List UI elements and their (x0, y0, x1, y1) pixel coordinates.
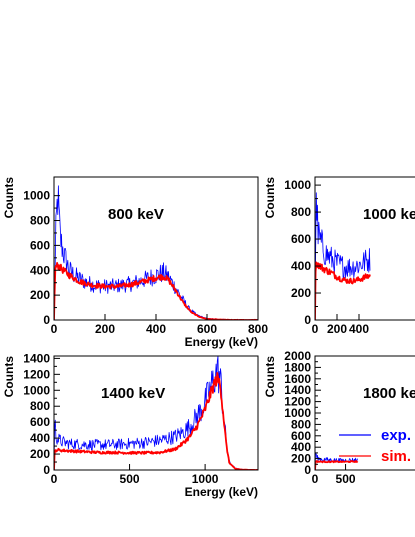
y-tick-label: 0 (43, 313, 50, 327)
y-tick-label: 600 (30, 415, 50, 429)
x-tick-label: 500 (120, 472, 140, 486)
y-tick-label: 600 (291, 429, 311, 443)
legend-label-exp: exp. (381, 427, 411, 444)
y-axis-label: Counts (2, 177, 16, 219)
x-tick-label: 200 (95, 322, 115, 336)
y-axis-label: Counts (2, 356, 16, 398)
x-tick-label: 400 (349, 322, 369, 336)
x-axis-label: Energy (keV) (185, 335, 258, 349)
y-tick-label: 800 (291, 205, 311, 219)
x-axis-label: Energy (keV) (185, 485, 258, 499)
plot-frame (53, 355, 259, 471)
x-tick-label: 600 (197, 322, 217, 336)
panel-title: 1400 keV (101, 385, 165, 402)
y-axis-label: Counts (263, 356, 277, 398)
plot-area (54, 356, 258, 470)
chart-panel-1: 0 200 400 600 800 1000 0 200 400 600 800 Counts Ener… (2, 176, 268, 349)
x-tick-label: 200 (327, 322, 347, 336)
panel-title: 1000 keV (363, 206, 415, 223)
y-tick-label: 200 (30, 288, 50, 302)
y-tick-label: 800 (291, 417, 311, 431)
x-tick-label: 400 (146, 322, 166, 336)
y-tick-label: 0 (43, 463, 50, 477)
exp-series-line (315, 192, 371, 320)
y-tick-label: 1200 (23, 367, 50, 381)
y-tick-label: 1400 (23, 351, 50, 365)
y-tick-label: 1400 (284, 383, 311, 397)
x-tick-label: 1000 (192, 472, 219, 486)
y-tick-label: 2000 (284, 349, 311, 363)
exp-series-line (315, 452, 358, 470)
x-tick-label: 0 (51, 472, 58, 486)
y-tick-label: 400 (30, 431, 50, 445)
sim-series-line (315, 460, 359, 470)
x-tick-label: 0 (312, 472, 319, 486)
plot-frame (314, 176, 415, 321)
y-tick-label: 1600 (284, 372, 311, 386)
y-tick-label: 1000 (284, 178, 311, 192)
y-tick-label: 800 (30, 214, 50, 228)
panel-title: 800 keV (108, 206, 164, 223)
plot-area (315, 452, 359, 470)
y-tick-label: 1000 (284, 406, 311, 420)
panel-title: 1800 keV (363, 385, 415, 402)
plot-frame (53, 176, 259, 321)
legend-label-sim: sim. (381, 448, 411, 465)
y-tick-label: 800 (30, 399, 50, 413)
y-tick-label: 400 (291, 259, 311, 273)
y-tick-label: 400 (291, 440, 311, 454)
y-axis-label: Counts (263, 177, 277, 219)
y-tick-label: 0 (304, 313, 311, 327)
y-tick-label: 200 (291, 452, 311, 466)
sim-series-line (54, 262, 258, 320)
y-tick-label: 600 (30, 238, 50, 252)
sim-series-line (54, 372, 258, 470)
y-tick-label: 200 (30, 447, 50, 461)
legend: exp. sim. (339, 427, 411, 465)
x-tick-label: 800 (248, 322, 268, 336)
y-tick-label: 400 (30, 263, 50, 277)
y-tick-label: 200 (291, 286, 311, 300)
y-tick-label: 1000 (23, 383, 50, 397)
y-tick-label: 1800 (284, 360, 311, 374)
plot-area (315, 192, 371, 320)
sim-series-line (315, 261, 371, 320)
x-tick-label: 500 (336, 472, 356, 486)
y-tick-label: 1200 (284, 395, 311, 409)
y-tick-label: 1000 (23, 189, 50, 203)
y-tick-label: 0 (304, 463, 311, 477)
x-tick-label: 0 (51, 322, 58, 336)
y-tick-label: 600 (291, 232, 311, 246)
x-tick-label: 0 (312, 322, 319, 336)
